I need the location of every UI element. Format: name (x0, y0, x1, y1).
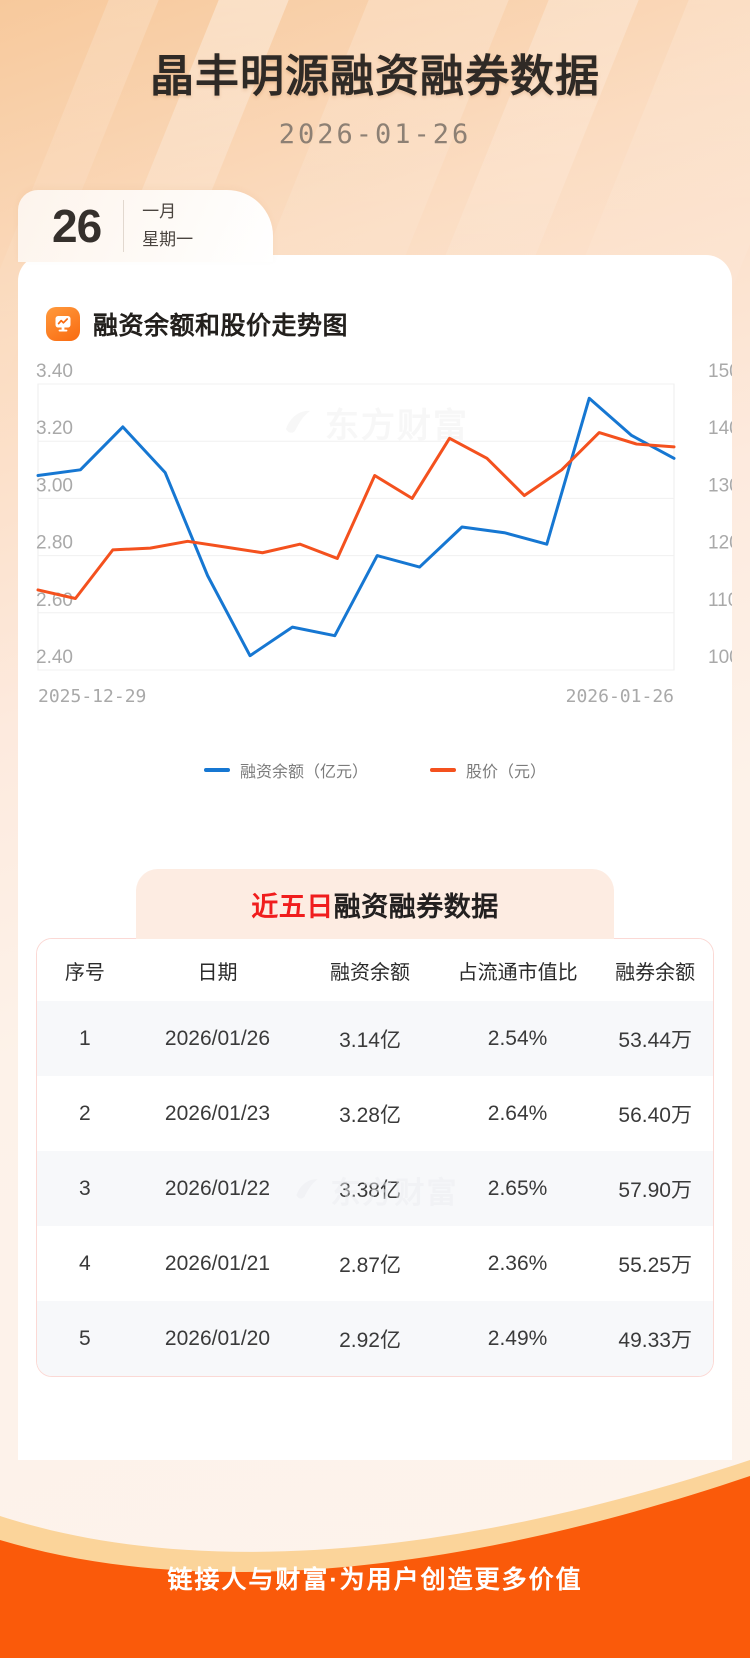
cell-date: 2026/01/23 (164, 1101, 271, 1125)
svg-text:150.00: 150.00 (708, 361, 732, 382)
table-title-rest: 融资融券数据 (333, 891, 499, 922)
table-title-badge: 近五日融资融券数据 (136, 869, 614, 939)
column-header-securities-balance: 融券余额 (615, 961, 696, 984)
page-footer: 链接人与财富·为用户创造更多价值 (0, 1398, 750, 1658)
svg-text:140.00: 140.00 (708, 418, 732, 439)
chart-gridlines (37, 383, 675, 671)
table-title-highlight: 近五日 (251, 891, 334, 922)
date-day: 26 (52, 200, 102, 252)
svg-text:120.00: 120.00 (708, 533, 732, 554)
cell-financing-balance: 3.28亿 (339, 1103, 401, 1127)
table-title: 近五日融资融券数据 (251, 885, 499, 924)
table-row[interactable]: 5 2026/01/20 2.92亿 2.49% 49.33万 (37, 1301, 713, 1376)
svg-text:3.40: 3.40 (36, 361, 73, 382)
cell-date: 2026/01/22 (164, 1176, 271, 1200)
cell-financing-balance: 3.38亿 (339, 1178, 401, 1202)
table-row[interactable]: 4 2026/01/21 2.87亿 2.36% 55.25万 (37, 1226, 713, 1301)
date-divider (123, 200, 125, 252)
footer-wave (0, 1460, 750, 1658)
svg-text:2.40: 2.40 (36, 647, 73, 668)
cell-financing-balance: 2.92亿 (339, 1328, 401, 1352)
cell-index: 2 (79, 1101, 91, 1125)
legend-label-price: 股价（元） (466, 764, 547, 781)
table-header-row: 序号 日期 融资余额 占流通市值比 融券余额 (37, 939, 713, 1001)
table-row[interactable]: 2 2026/01/23 3.28亿 2.64% 56.40万 (37, 1076, 713, 1151)
cell-securities-balance: 56.40万 (618, 1103, 692, 1127)
cell-index: 5 (79, 1326, 91, 1350)
svg-text:2.80: 2.80 (36, 533, 73, 554)
chart-plot-area: 东方财富 3.403.203.002.802.602.40 150.00140.… (18, 360, 732, 790)
legend-label-financing: 融资余额（亿元） (239, 764, 368, 781)
cell-market-ratio: 2.49% (487, 1326, 548, 1350)
chart-left-axis-ticks: 3.403.203.002.802.602.40 (36, 361, 73, 668)
date-tab: 26 一月 星期一 (18, 190, 273, 262)
cell-index: 3 (79, 1176, 91, 1200)
page-date: 2026-01-26 (278, 118, 472, 150)
cell-securities-balance: 55.25万 (618, 1253, 692, 1277)
cell-market-ratio: 2.54% (487, 1026, 548, 1050)
date-month: 一月 (142, 201, 177, 221)
cell-index: 4 (79, 1251, 91, 1275)
table-row[interactable]: 1 2026/01/26 3.14亿 2.54% 53.44万 (37, 1001, 713, 1076)
cell-financing-balance: 2.87亿 (339, 1253, 401, 1277)
cell-securities-balance: 57.90万 (618, 1178, 692, 1202)
chart-title: 融资余额和股价走势图 (93, 312, 349, 340)
column-header-market-ratio: 占流通市值比 (457, 961, 578, 984)
svg-text:2026-01-26: 2026-01-26 (566, 686, 674, 707)
footer-slogan: 链接人与财富·为用户创造更多价值 (167, 1566, 583, 1594)
chart-legend: 融资余额（亿元） 股价（元） (18, 758, 732, 782)
cell-date: 2026/01/20 (164, 1326, 271, 1350)
svg-text:110.00: 110.00 (708, 590, 732, 611)
data-table: 序号 日期 融资余额 占流通市值比 融券余额 1 2026/01/26 3.14… (36, 938, 714, 1377)
cell-financing-balance: 3.14亿 (339, 1028, 401, 1052)
date-meta: 一月 星期一 (142, 198, 193, 254)
cell-securities-balance: 49.33万 (618, 1328, 692, 1352)
svg-text:3.00: 3.00 (36, 475, 73, 496)
chart-right-axis-ticks: 150.00 140.00 130.00 120.00 110.00 100.00 (708, 361, 732, 668)
cell-market-ratio: 2.64% (487, 1101, 548, 1125)
svg-text:2025-12-29: 2025-12-29 (38, 686, 146, 707)
column-header-index: 序号 (64, 961, 105, 984)
svg-text:3.20: 3.20 (36, 418, 73, 439)
chart-card-header: 融资余额和股价走势图 (18, 268, 732, 342)
legend-swatch-blue (203, 768, 230, 772)
chart-monitor-icon (46, 307, 80, 341)
column-header-date: 日期 (197, 961, 238, 984)
legend-item-financing[interactable]: 融资余额（亿元） (203, 758, 368, 782)
date-weekday: 星期一 (142, 230, 194, 249)
cell-index: 1 (79, 1026, 91, 1050)
cell-market-ratio: 2.36% (487, 1251, 548, 1275)
chart-series-lines (36, 396, 676, 658)
cell-date: 2026/01/26 (164, 1026, 271, 1050)
table-section: 近五日融资融券数据 东方财富 序号 日期 融资余额 占流通市值比 融券余额 1 … (18, 868, 732, 1377)
cell-date: 2026/01/21 (164, 1251, 271, 1275)
table-row[interactable]: 3 2026/01/22 3.38亿 2.65% 57.90万 (37, 1151, 713, 1226)
chart-card: 融资余额和股价走势图 东方财富 3.40 3.20 3.00 2.80 2.60 2.40… (18, 268, 732, 843)
legend-item-price[interactable]: 股价（元） (430, 758, 546, 782)
page-header: 晶丰明源融资融券数据 2026-01-26 (0, 0, 750, 150)
chart-svg: 3.403.203.002.802.602.40 150.00140.00130… (36, 361, 732, 707)
cell-securities-balance: 53.44万 (618, 1028, 692, 1052)
legend-swatch-orange (430, 768, 456, 772)
page-title: 晶丰明源融资融券数据 (150, 52, 600, 101)
column-header-financing-balance: 融资余额 (330, 961, 411, 984)
svg-text:100.00: 100.00 (708, 647, 732, 668)
svg-text:130.00: 130.00 (708, 475, 732, 496)
chart-x-axis-labels: 2025-12-29 2026-01-26 (38, 686, 674, 707)
cell-market-ratio: 2.65% (487, 1176, 548, 1200)
